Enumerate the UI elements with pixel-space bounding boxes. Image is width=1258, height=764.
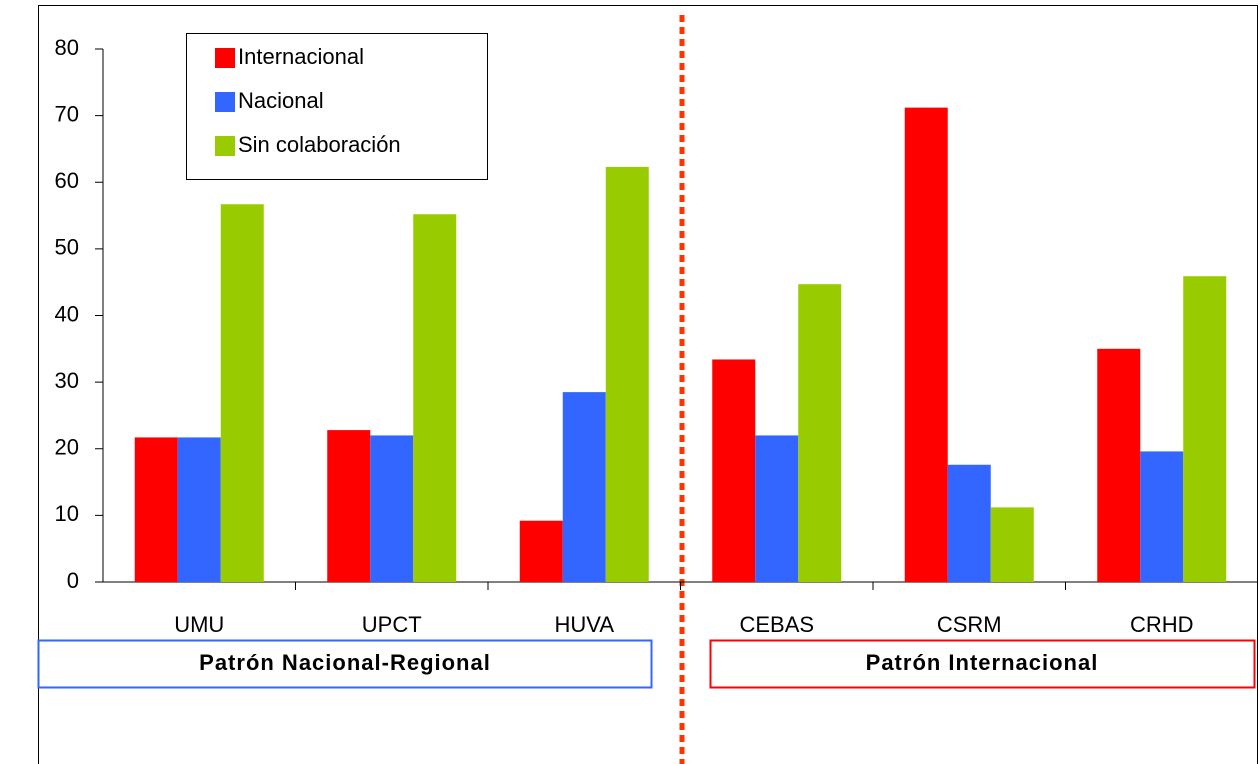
legend-swatch bbox=[215, 48, 235, 68]
bar bbox=[990, 507, 1034, 582]
bar bbox=[370, 435, 414, 582]
bar bbox=[519, 520, 563, 582]
legend-swatch bbox=[215, 92, 235, 112]
bar bbox=[134, 437, 178, 582]
x-tick-label: UPCT bbox=[362, 612, 422, 637]
x-tick-label: CRHD bbox=[1130, 612, 1194, 637]
annotation: Patrón Nacional-Regional bbox=[199, 650, 491, 675]
legend-label: Nacional bbox=[238, 88, 324, 113]
legend-swatch bbox=[215, 136, 235, 156]
y-tick-label: 50 bbox=[55, 235, 79, 260]
legend-box bbox=[186, 33, 488, 180]
annotation-box bbox=[709, 639, 1256, 689]
x-tick-label: CSRM bbox=[937, 612, 1002, 637]
bar bbox=[1183, 276, 1227, 582]
bar bbox=[605, 166, 649, 582]
y-tick-label: 40 bbox=[55, 301, 79, 326]
y-tick-label: 80 bbox=[55, 35, 79, 60]
bar bbox=[413, 214, 457, 583]
annotation: Patrón Internacional bbox=[866, 650, 1099, 675]
bar bbox=[327, 430, 371, 582]
bar bbox=[1097, 348, 1141, 582]
bar bbox=[798, 284, 842, 582]
y-tick-label: 30 bbox=[55, 368, 79, 393]
y-tick-label: 0 bbox=[67, 568, 79, 593]
x-tick-label: CEBAS bbox=[739, 612, 814, 637]
bar bbox=[755, 435, 799, 582]
y-tick-label: 10 bbox=[55, 501, 79, 526]
legend-label: Internacional bbox=[238, 44, 364, 69]
bar bbox=[712, 359, 756, 582]
bar bbox=[562, 392, 606, 582]
bar bbox=[947, 464, 991, 582]
legend-label: Sin colaboración bbox=[238, 132, 401, 157]
bar bbox=[904, 107, 948, 582]
y-tick-label: 70 bbox=[55, 101, 79, 126]
bar bbox=[220, 204, 264, 582]
bar bbox=[1140, 451, 1184, 582]
x-tick-label: HUVA bbox=[555, 612, 615, 637]
bar bbox=[177, 437, 221, 582]
annotation-box bbox=[37, 639, 653, 689]
y-tick-label: 20 bbox=[55, 435, 79, 460]
y-tick-label: 60 bbox=[55, 168, 79, 193]
x-tick-label: UMU bbox=[174, 612, 224, 637]
